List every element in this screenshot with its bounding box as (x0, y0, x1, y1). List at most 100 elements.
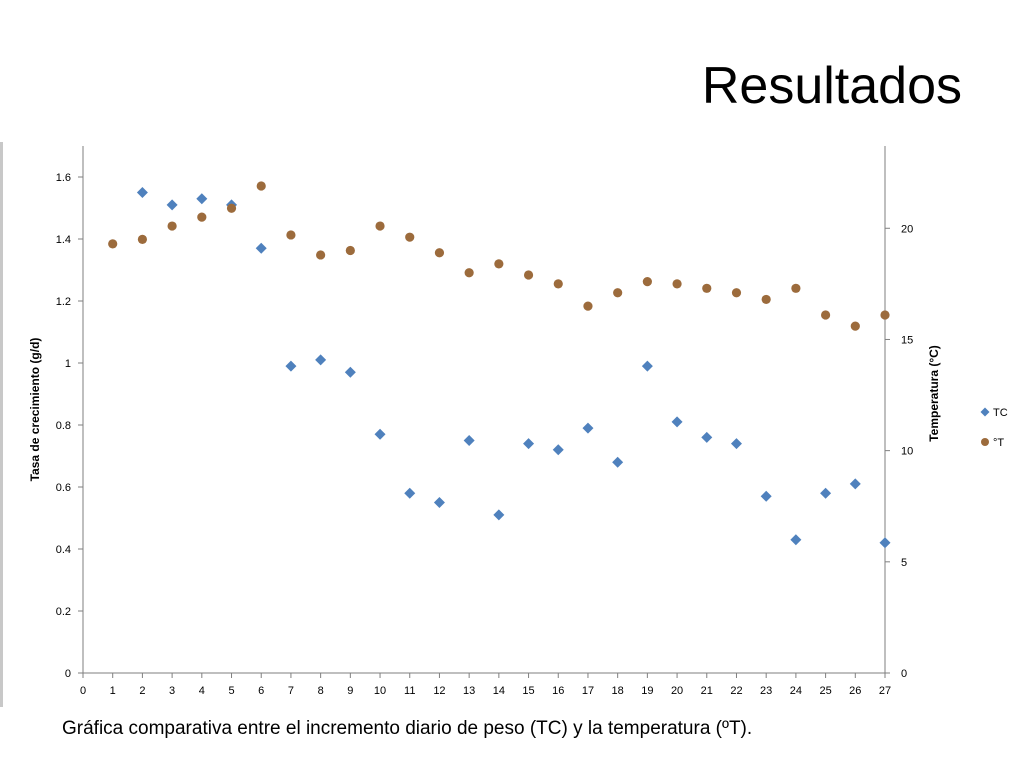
x-tick-label: 13 (463, 685, 475, 697)
temp-point (434, 248, 445, 258)
temp-point (197, 212, 207, 222)
temp-point (820, 310, 831, 320)
y2-tick-label: 20 (901, 223, 913, 235)
temp-point (731, 288, 742, 298)
y-tick-label: 0.4 (56, 544, 71, 556)
x-tick-label: 6 (258, 685, 264, 697)
x-tick-label: 3 (169, 685, 175, 697)
x-tick-label: 21 (701, 685, 713, 697)
y-tick-label: 1 (65, 358, 71, 370)
temp-point (553, 279, 563, 289)
left-divider (0, 142, 3, 707)
tc-point (730, 438, 742, 450)
x-tick-label: 2 (139, 685, 145, 697)
tc-point (255, 242, 267, 254)
temp-point (405, 232, 415, 242)
legend-label: °T (993, 437, 1004, 449)
tc-point (166, 199, 178, 211)
y2-tick-label: 0 (901, 668, 907, 680)
temp-point (702, 283, 712, 293)
x-tick-label: 15 (522, 685, 534, 697)
x-tick-label: 19 (641, 685, 653, 697)
temp-point (256, 181, 266, 191)
x-tick-label: 17 (582, 685, 594, 697)
tc-point (582, 422, 594, 434)
temp-point (613, 288, 623, 298)
y2-tick-label: 5 (901, 557, 907, 569)
tc-point (701, 431, 713, 443)
y-tick-label: 1.2 (56, 296, 71, 308)
y2-tick-label: 10 (901, 446, 913, 458)
tc-point (820, 487, 832, 499)
x-tick-label: 22 (730, 685, 742, 697)
tc-point (523, 438, 535, 450)
x-tick-label: 10 (374, 685, 386, 697)
x-tick-label: 20 (671, 685, 683, 697)
tc-point (285, 360, 297, 372)
y2-tick-label: 15 (901, 334, 913, 346)
tc-point (641, 360, 653, 372)
tc-point (404, 487, 416, 499)
legend-marker-tc (980, 407, 990, 417)
temp-point (167, 221, 177, 231)
y-tick-label: 0 (65, 668, 71, 680)
tc-point (344, 366, 356, 378)
temp-point (316, 250, 326, 260)
x-tick-label: 14 (493, 685, 505, 697)
tc-point (433, 497, 445, 508)
x-tick-label: 18 (612, 685, 624, 697)
x-tick-label: 27 (879, 685, 891, 697)
temp-point (672, 279, 682, 289)
x-tick-label: 23 (760, 685, 772, 697)
legend: TC °T (980, 407, 1008, 449)
temp-point (583, 301, 593, 311)
x-tick-label: 8 (318, 685, 324, 697)
x-tick-label: 26 (849, 685, 861, 697)
temp-point (791, 283, 801, 293)
temp-point (642, 277, 652, 287)
chart-caption: Gráfica comparativa entre el incremento … (62, 718, 753, 739)
tc-point (612, 456, 624, 468)
marks-layer (108, 181, 891, 549)
y-axis-title: Tasa de crecimiento (g/d) (28, 338, 42, 482)
y-tick-label: 0.2 (56, 606, 71, 618)
tc-point (790, 534, 802, 546)
tc-point (671, 416, 683, 428)
temp-point (108, 239, 118, 249)
x-tick-label: 1 (110, 685, 116, 697)
temp-point (345, 245, 355, 256)
legend-label: TC (993, 407, 1008, 419)
legend-marker-temp (981, 438, 989, 446)
x-tick-label: 16 (552, 685, 564, 697)
x-tick-label: 5 (228, 685, 234, 697)
y-tick-label: 1.6 (56, 172, 71, 184)
x-tick-label: 11 (404, 685, 415, 697)
x-tick-label: 25 (819, 685, 831, 697)
tc-point (136, 187, 148, 198)
temp-point (464, 268, 474, 278)
tc-point (760, 490, 772, 502)
x-tick-label: 7 (288, 685, 294, 697)
x-tick-label: 24 (790, 685, 802, 697)
temp-point (137, 234, 148, 244)
temp-point (761, 294, 771, 305)
temp-point (375, 221, 385, 231)
y-tick-label: 1.4 (56, 234, 71, 246)
tc-point (196, 193, 208, 205)
tc-point (374, 428, 386, 440)
tc-point (879, 537, 891, 549)
tc-point (315, 354, 327, 366)
y-tick-label: 0.8 (56, 420, 71, 432)
temp-point (286, 230, 296, 240)
temp-point (226, 203, 237, 213)
x-tick-label: 4 (199, 685, 205, 697)
y-tick-label: 0.6 (56, 482, 71, 494)
temp-point (880, 310, 890, 320)
tc-point (493, 509, 505, 521)
temp-point (523, 270, 534, 280)
slide-title: Resultados (701, 57, 962, 115)
temp-point (850, 321, 860, 331)
temp-point (494, 259, 504, 269)
